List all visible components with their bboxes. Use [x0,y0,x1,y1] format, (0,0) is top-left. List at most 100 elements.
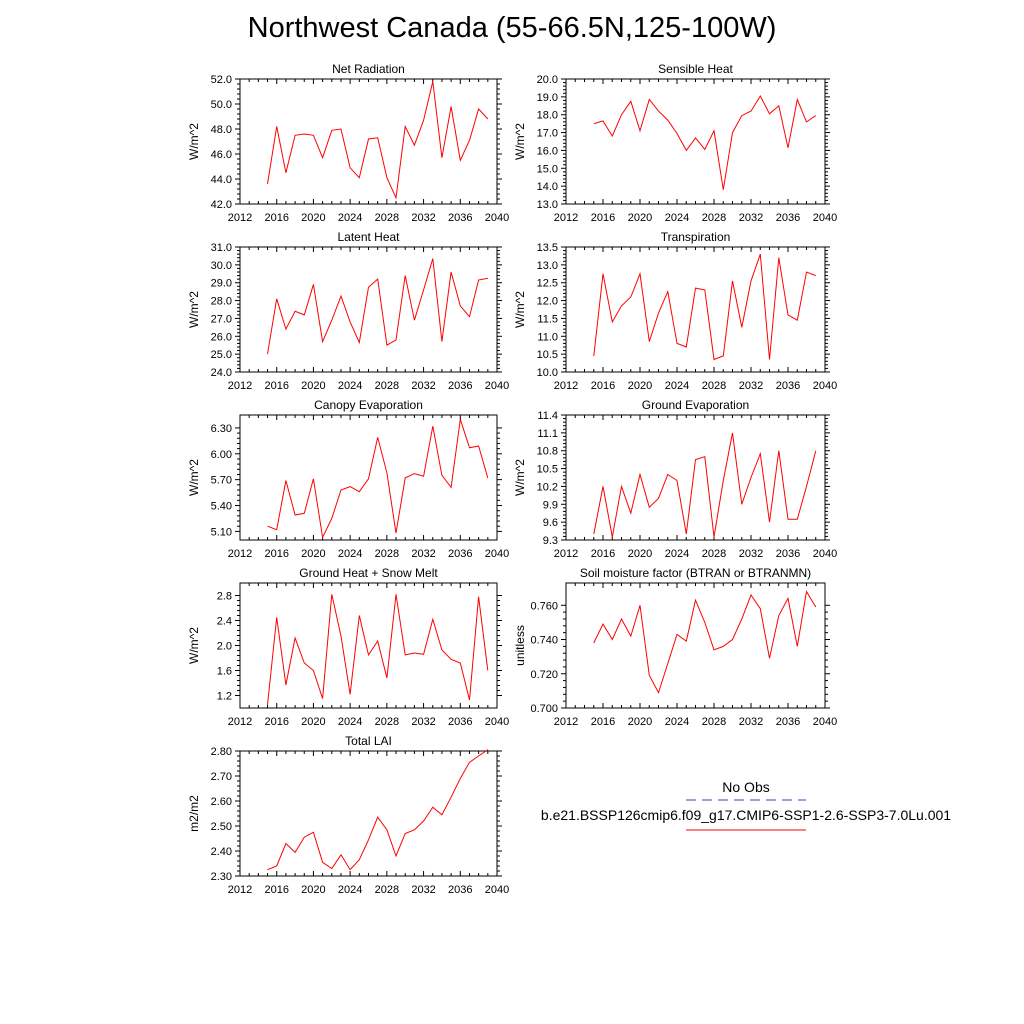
x-tick-label: 2016 [591,212,615,224]
y-tick-label: 13.0 [537,199,558,211]
x-tick-label: 2020 [301,716,325,728]
x-tick-label: 2016 [264,716,288,728]
y-tick-label: 26.0 [211,331,232,343]
x-tick-label: 2016 [264,884,288,896]
chart-panel: Soil moisture factor (BTRAN or BTRANMN) 2… [513,566,837,728]
x-tick-label: 2012 [554,212,578,224]
y-tick-label: 2.0 [217,641,232,653]
x-tick-label: 2032 [739,380,763,392]
y-tick-label: 2.80 [211,746,232,758]
y-tick-label: 24.0 [211,367,232,379]
y-tick-label: 2.30 [211,871,232,883]
x-tick-label: 2040 [813,716,837,728]
y-tick-label: 5.40 [211,501,232,513]
y-tick-label: 2.4 [217,616,232,628]
x-tick-label: 2036 [776,716,800,728]
y-tick-label: 1.2 [217,691,232,703]
y-tick-label: 0.700 [530,703,558,715]
y-tick-label: 27.0 [211,313,232,325]
y-tick-label: 10.8 [537,446,558,458]
series-line [267,81,489,200]
x-tick-label: 2016 [264,380,288,392]
y-tick-label: 31.0 [211,242,232,254]
y-tick-label: 9.3 [543,535,558,547]
x-tick-label: 2024 [665,548,689,560]
y-tick-label: 16.0 [537,145,558,157]
x-tick-label: 2016 [591,716,615,728]
x-tick-label: 2036 [776,380,800,392]
y-tick-label: 2.60 [211,796,232,808]
x-tick-label: 2028 [375,716,399,728]
y-tick-label: 1.6 [217,666,232,678]
y-tick-label: 25.0 [211,349,232,361]
x-tick-label: 2024 [338,884,362,896]
x-tick-label: 2024 [665,716,689,728]
series-line [593,253,816,361]
x-tick-label: 2040 [813,212,837,224]
y-tick-label: 6.30 [211,423,232,435]
x-tick-label: 2036 [448,884,472,896]
y-axis-label: W/m^2 [513,123,527,160]
x-tick-label: 2032 [411,884,435,896]
y-tick-label: 14.0 [537,181,558,193]
chart-panel: Total LAI 2012 2016 2020 2024 2028 2032 2036 204… [187,734,509,896]
x-tick-label: 2012 [554,716,578,728]
x-tick-label: 2012 [228,716,252,728]
plot-frame [239,750,498,877]
x-tick-label: 2028 [702,548,726,560]
y-tick-label: 2.8 [217,591,232,603]
y-tick-label: 10.2 [537,481,558,493]
y-axis-label: m2/m2 [187,795,201,832]
y-tick-label: 30.0 [211,260,232,272]
chart-panel: Transpiration 2012 2016 2020 2024 2028 2032 203… [513,230,837,392]
x-tick-label: 2020 [301,212,325,224]
x-tick-label: 2032 [739,212,763,224]
x-tick-label: 2020 [628,548,652,560]
x-tick-label: 2028 [375,380,399,392]
x-tick-label: 2016 [591,380,615,392]
x-tick-label: 2040 [485,380,509,392]
x-tick-label: 2032 [411,716,435,728]
y-axis-label: W/m^2 [187,627,201,664]
x-tick-label: 2016 [264,548,288,560]
y-tick-label: 12.0 [537,296,558,308]
x-tick-label: 2024 [338,212,362,224]
y-tick-label: 20.0 [537,74,558,86]
panel-title: Ground Evaporation [642,398,749,412]
x-tick-label: 2016 [264,212,288,224]
y-tick-label: 11.0 [537,331,558,343]
x-tick-label: 2020 [628,380,652,392]
y-axis-label: unitless [513,625,527,666]
y-tick-label: 52.0 [211,74,232,86]
chart-panel: Sensible Heat 2012 2016 2020 2024 2028 2032 203… [513,62,837,224]
chart-panel: Ground Evaporation 2012 2016 2020 2024 2028 20… [513,398,837,560]
x-tick-label: 2040 [485,212,509,224]
x-tick-label: 2036 [448,548,472,560]
x-tick-label: 2012 [554,380,578,392]
x-tick-label: 2032 [411,212,435,224]
y-tick-label: 11.4 [537,410,558,422]
y-tick-label: 28.0 [211,296,232,308]
y-tick-label: 9.9 [543,499,558,511]
y-axis-label: W/m^2 [187,123,201,160]
panel-title: Sensible Heat [658,62,733,76]
x-tick-label: 2012 [228,380,252,392]
x-tick-label: 2028 [702,212,726,224]
x-tick-label: 2040 [813,380,837,392]
y-axis-label: W/m^2 [513,291,527,328]
x-tick-label: 2020 [301,380,325,392]
x-tick-label: 2012 [228,212,252,224]
series-line [593,590,817,694]
plot-frame [239,246,498,373]
series-line [267,749,489,871]
y-tick-label: 0.740 [530,635,558,647]
y-tick-label: 10.5 [537,349,558,361]
y-tick-label: 2.70 [211,771,232,783]
x-tick-label: 2032 [411,380,435,392]
plot-frame [239,78,498,205]
y-tick-label: 5.10 [211,526,232,538]
y-axis-label: W/m^2 [187,459,201,496]
x-tick-label: 2040 [485,548,509,560]
series-line [267,594,489,705]
